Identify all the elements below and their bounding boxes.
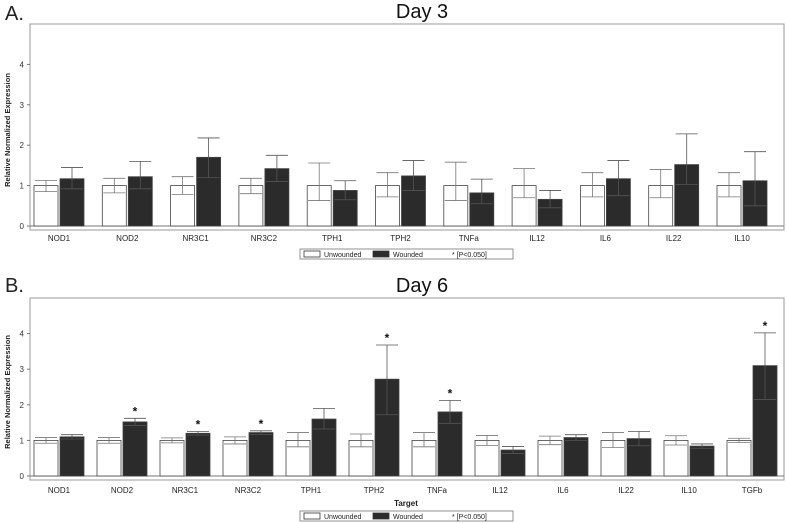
y-tick-label: 3 (20, 365, 25, 374)
bar-wounded-il12 (500, 449, 526, 477)
x-tick-label: TNFa (459, 234, 480, 243)
y-tick-label: 0 (20, 222, 25, 231)
significance-star: * (385, 331, 390, 345)
x-tick-label: NOD2 (111, 486, 134, 495)
bar-wounded-il6 (563, 437, 589, 477)
significance-star: * (763, 319, 768, 333)
x-tick-label: IL6 (600, 234, 612, 243)
panel-b-plot-frame (29, 297, 785, 481)
panel-b-y-axis-label: Relative Normalized Expression (3, 335, 12, 449)
legend-wounded-label: Wounded (393, 252, 423, 259)
x-tick-label: IL22 (618, 486, 634, 495)
bar-unwounded-tph1 (285, 439, 311, 477)
legend-wounded-swatch (372, 250, 390, 258)
panel-a-legend-box (299, 248, 514, 260)
panel-a-title: Day 3 (396, 1, 448, 23)
panel-a: A. Day 3 Relative Normalized Expression … (3, 1, 785, 260)
bar-wounded-il22 (626, 438, 652, 477)
x-tick-label: IL10 (681, 486, 697, 495)
panel-b-label: B. (5, 275, 24, 297)
legend-significance-label: * [P<0.050] (452, 514, 487, 521)
bar-unwounded-nr3c2 (222, 439, 248, 477)
legend-wounded-label: Wounded (393, 514, 423, 521)
panel-a-legend: Unwounded Wounded * [P<0.050] (299, 248, 514, 260)
legend-wounded-swatch (372, 512, 390, 520)
legend-unwounded-label: Unwounded (324, 514, 361, 521)
panel-b-axes: 0 1 2 3 4 NOD1 NOD2 NR3C1 NR3C2 TPH1 TPH2 TNFa IL12 I… (20, 330, 784, 495)
x-tick-label: TPH1 (301, 486, 322, 495)
panel-b-x-axis-label: Target (394, 499, 418, 508)
legend-unwounded-swatch (303, 250, 321, 258)
panel-a-y-axis-label: Relative Normalized Expression (3, 73, 12, 187)
x-tick-label: TPH1 (322, 234, 343, 243)
x-tick-label: IL6 (557, 486, 569, 495)
significance-star: * (133, 404, 138, 418)
panel-b-bars: * * * * * * (33, 319, 778, 477)
significance-star: * (259, 417, 264, 431)
x-tick-label: IL10 (734, 234, 750, 243)
x-tick-label: TGFb (742, 486, 763, 495)
x-tick-label: TNFa (427, 486, 448, 495)
panel-b-legend: Unwounded Wounded * [P<0.050] (299, 510, 514, 522)
x-tick-label: NR3C1 (182, 234, 209, 243)
y-tick-label: 2 (20, 401, 25, 410)
panel-b-title: Day 6 (396, 275, 448, 297)
bar-unwounded-tgfb (726, 439, 752, 477)
x-tick-label: NR3C2 (235, 486, 262, 495)
panel-b: B. Day 6 Relative Normalized Expression … (3, 275, 785, 522)
legend-unwounded-swatch (303, 512, 321, 520)
bar-wounded-il10 (689, 445, 715, 477)
bar-unwounded-nr3c2 (238, 185, 264, 227)
bar-unwounded-il12 (474, 439, 500, 477)
y-tick-label: 4 (20, 60, 25, 69)
x-tick-label: IL12 (492, 486, 508, 495)
x-tick-label: TPH2 (364, 486, 385, 495)
significance-star: * (196, 418, 201, 432)
legend-unwounded-label: Unwounded (324, 252, 361, 259)
bar-wounded-nod2 (127, 176, 153, 227)
bar-wounded-nr3c1 (185, 432, 211, 477)
legend-significance-label: * [P<0.050] (452, 252, 487, 259)
significance-star: * (448, 387, 453, 401)
y-tick-label: 1 (20, 436, 25, 445)
x-tick-label: TPH2 (390, 234, 411, 243)
bar-unwounded-nod1 (33, 439, 59, 477)
panel-b-legend-box (299, 510, 514, 522)
bar-wounded-nr3c2 (248, 432, 274, 477)
panel-a-bars (33, 133, 768, 227)
y-tick-label: 4 (20, 330, 25, 339)
x-tick-label: NOD1 (48, 234, 71, 243)
panel-a-plot-frame (29, 23, 785, 231)
x-tick-label: IL22 (666, 234, 682, 243)
bar-unwounded-nr3c1 (159, 439, 185, 477)
x-tick-label: IL12 (529, 234, 545, 243)
panel-a-label: A. (5, 3, 24, 25)
y-tick-label: 3 (20, 101, 25, 110)
y-tick-label: 0 (20, 472, 25, 481)
bar-wounded-nod1 (59, 436, 85, 477)
x-tick-label: NOD2 (116, 234, 139, 243)
bar-wounded-tph1 (311, 418, 337, 477)
bar-unwounded-nod2 (96, 439, 122, 477)
x-tick-label: NOD1 (48, 486, 71, 495)
x-tick-label: NR3C1 (172, 486, 199, 495)
bar-unwounded-il10 (663, 439, 689, 477)
x-tick-label: NR3C2 (251, 234, 278, 243)
y-tick-label: 1 (20, 182, 25, 191)
bar-wounded-nod2 (122, 421, 148, 477)
bar-unwounded-il6 (537, 439, 563, 477)
y-tick-label: 2 (20, 141, 25, 150)
